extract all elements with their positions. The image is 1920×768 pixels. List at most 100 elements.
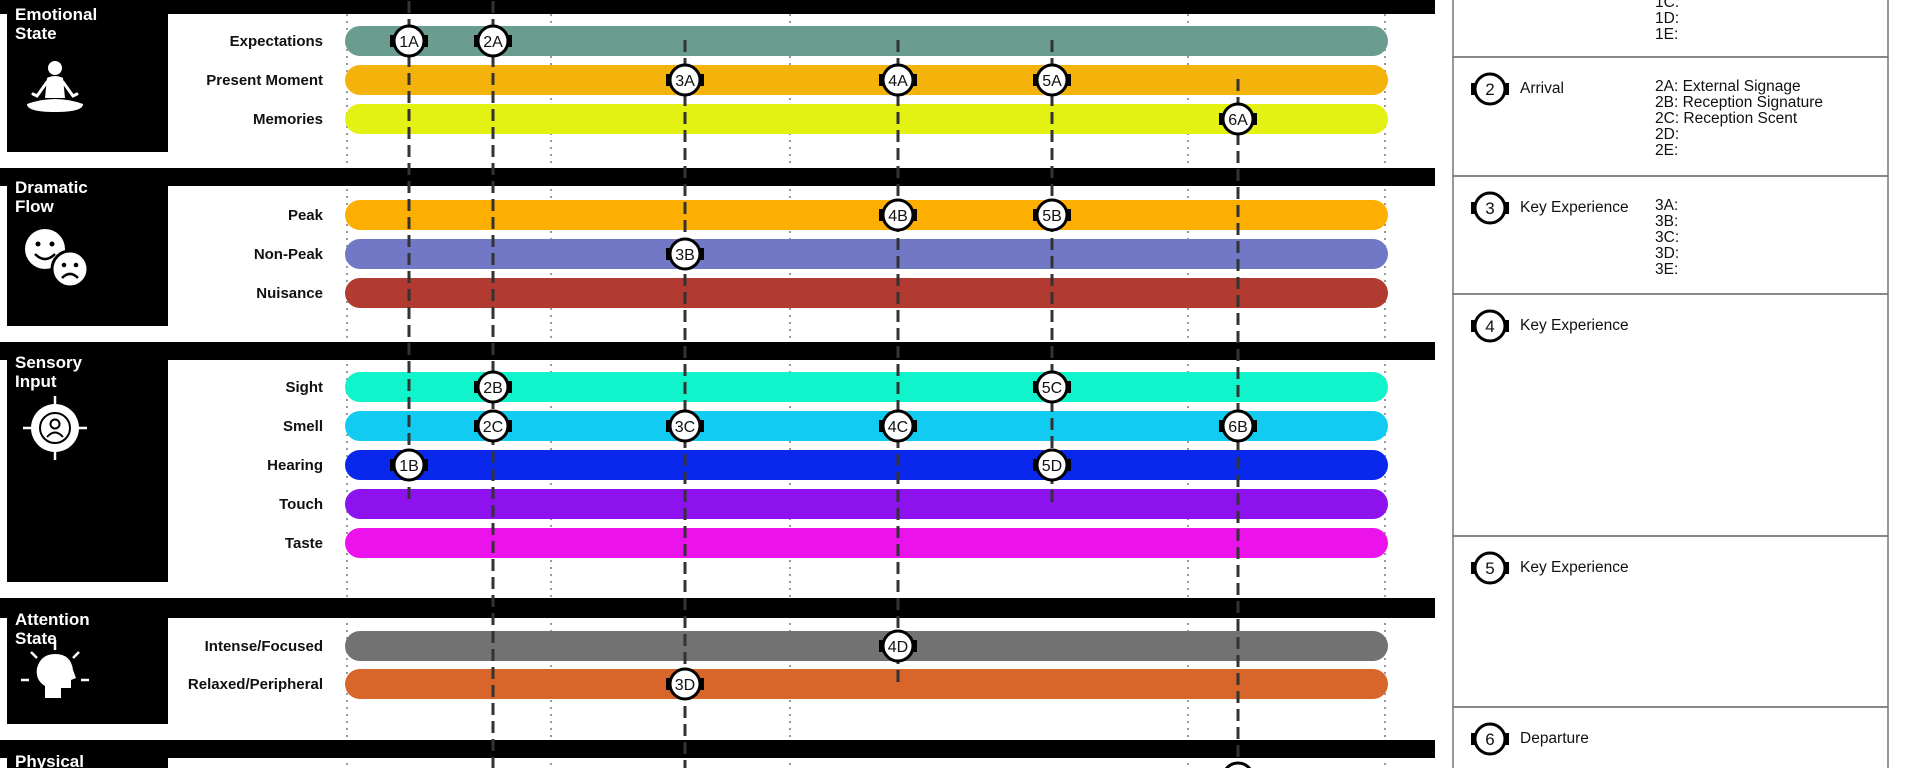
marker-label: 6A [1228, 112, 1248, 129]
section-header-bar [0, 0, 1435, 14]
marker-label: 4B [888, 208, 908, 225]
row-label: Peak [288, 207, 324, 224]
row-label: Memories [253, 111, 323, 128]
key-item: 2E: [1655, 142, 1679, 159]
marker-label: 1B [399, 458, 419, 475]
marker-circle [881, 198, 915, 232]
key-number: 3 [1485, 199, 1494, 218]
marker-circle [1035, 370, 1069, 404]
section-title: State [15, 24, 57, 43]
key-box [1452, 706, 1889, 768]
key-item: 1C: [1655, 0, 1680, 11]
row-label: Touch [279, 496, 323, 513]
marker-circle [881, 629, 915, 663]
section-title: Attention [15, 610, 90, 629]
row-bar [345, 104, 1388, 134]
marker-label: 6B [1228, 419, 1248, 436]
row-bar [345, 26, 1388, 56]
row-bar [345, 669, 1388, 699]
row-bar [345, 278, 1388, 308]
marker-circle [392, 24, 426, 58]
key-number: 4 [1485, 317, 1494, 336]
key-title: Arrival [1520, 80, 1564, 97]
section-title: Emotional [15, 5, 97, 24]
section-title: Input [15, 372, 57, 391]
row-bar [345, 450, 1388, 480]
marker-label: 4C [888, 419, 908, 436]
section-title: State [15, 629, 57, 648]
row-bar [345, 372, 1388, 402]
marker-circle [668, 237, 702, 271]
section-title: Dramatic [15, 178, 88, 197]
marker-circle [476, 24, 510, 58]
marker-label: 1A [399, 34, 419, 51]
section-panel [7, 598, 168, 724]
row-label: Smell [283, 418, 323, 435]
marker-label: 2C [483, 419, 503, 436]
marker-circle [668, 667, 702, 701]
marker-circle [392, 448, 426, 482]
key-item: 1D: [1655, 10, 1680, 27]
row-label: Non-Peak [254, 246, 324, 263]
faces-icon [25, 229, 90, 289]
key-item-list: 3A: 3B: 3C: 3D: 3E: [1655, 198, 1679, 278]
row-label: Expectations [230, 33, 323, 50]
row-bar [345, 528, 1388, 558]
marker-circle [881, 63, 915, 97]
marker-circle [1035, 448, 1069, 482]
section-header-bar [0, 168, 1435, 186]
marker-circle [1221, 409, 1255, 443]
row-label: Taste [285, 535, 323, 552]
marker-label: 5B [1042, 208, 1062, 225]
row-label: Present Moment [206, 72, 323, 89]
section-title: Physical [15, 752, 84, 768]
key-item: 2D: [1655, 126, 1680, 143]
key-item: 2B: Reception Signature [1655, 94, 1824, 111]
row-bar [345, 65, 1388, 95]
key-title: Key Experience [1520, 317, 1629, 334]
key-title: Key Experience [1520, 199, 1629, 216]
key-box [1452, 293, 1889, 537]
section-header-bar [0, 740, 1435, 758]
marker-circle [668, 409, 702, 443]
key-number: 5 [1485, 559, 1494, 578]
key-item: 3E: [1655, 261, 1679, 278]
key-item: 2C: Reception Scent [1655, 110, 1798, 127]
key-item: 1E: [1655, 26, 1679, 43]
key-number-circle [1473, 551, 1507, 585]
section-title: Sensory [15, 353, 83, 372]
marker-circle [1221, 102, 1255, 136]
focus-head-icon [21, 640, 89, 698]
key-item: 3A: [1655, 197, 1679, 214]
meditation-icon [27, 61, 83, 112]
section-panel [7, 0, 168, 152]
row-bar [345, 489, 1388, 519]
marker-label: 3A [675, 73, 695, 90]
marker-label: 5A [1042, 73, 1062, 90]
marker-label: 5D [1042, 458, 1062, 475]
marker-label: 4D [888, 639, 908, 656]
section-title: Flow [15, 197, 54, 216]
key-number: 2 [1485, 80, 1494, 99]
row-bar [345, 631, 1388, 661]
section-header-bar [0, 598, 1435, 618]
marker-circle [476, 370, 510, 404]
senses-icon [23, 396, 87, 460]
marker-circle [1224, 761, 1252, 768]
marker-label: 2B [483, 380, 503, 397]
section-panel [7, 342, 168, 582]
key-item: 3B: [1655, 213, 1679, 230]
row-label: Hearing [267, 457, 323, 474]
section-panel [7, 740, 168, 768]
marker-circle [476, 409, 510, 443]
key-item-list: 2A: External Signage 2B: Reception Signat… [1655, 79, 1823, 159]
marker-label: 3B [675, 247, 695, 264]
key-box [1452, 535, 1889, 708]
row-label: Intense/Focused [205, 638, 323, 655]
marker-label: 3C [675, 419, 695, 436]
marker-circle [668, 63, 702, 97]
row-label: Relaxed/Peripheral [188, 676, 323, 693]
key-item: 2A: External Signage [1655, 78, 1801, 95]
row-bar [345, 239, 1388, 269]
